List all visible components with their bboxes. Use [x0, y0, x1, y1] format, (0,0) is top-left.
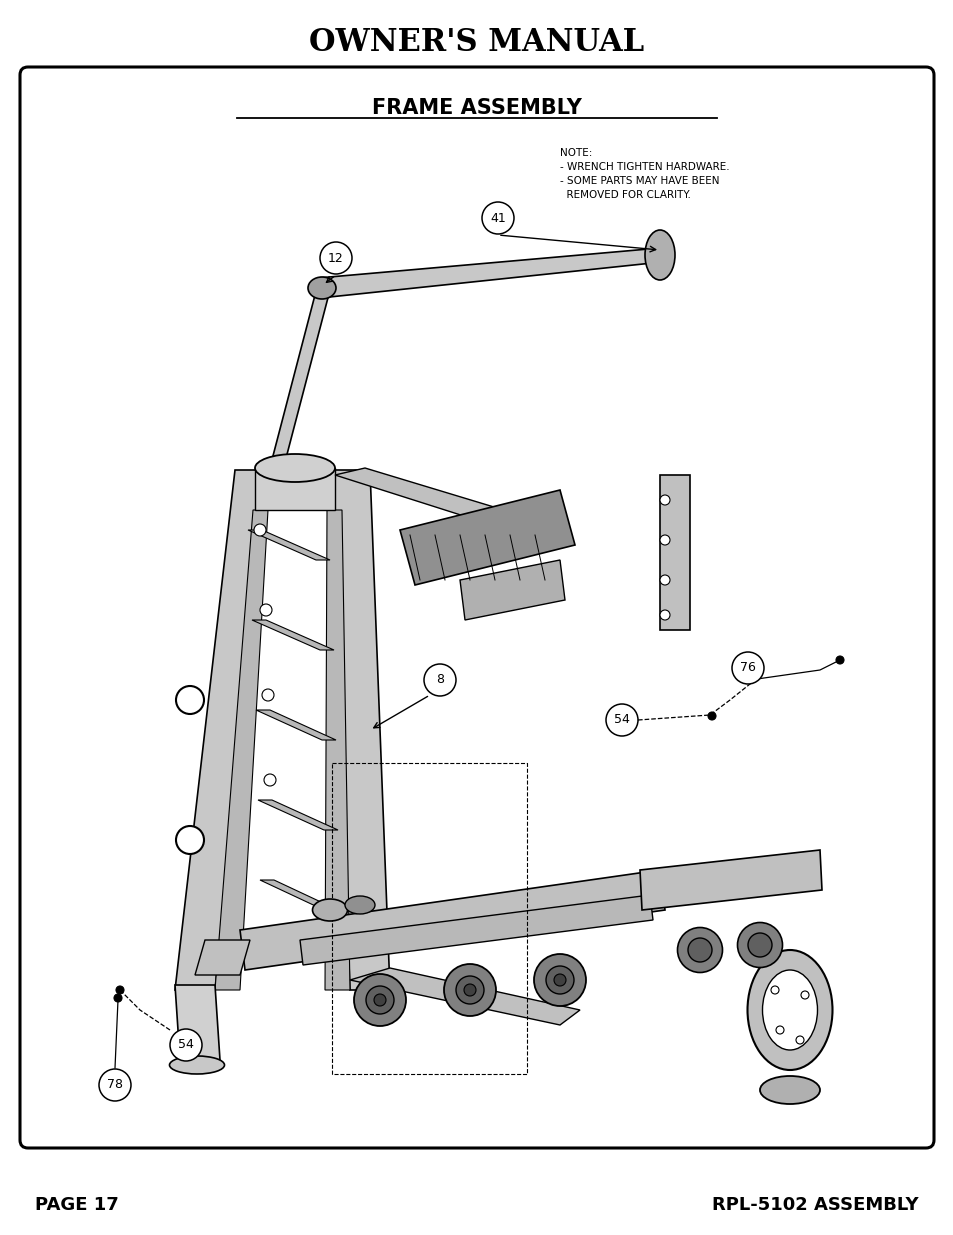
Polygon shape [257, 800, 337, 830]
Circle shape [260, 604, 272, 616]
Polygon shape [639, 850, 821, 910]
Polygon shape [317, 248, 661, 298]
Polygon shape [255, 710, 335, 740]
Text: RPL-5102 ASSEMBLY: RPL-5102 ASSEMBLY [712, 1195, 918, 1214]
Polygon shape [194, 940, 250, 974]
Ellipse shape [354, 974, 406, 1026]
Polygon shape [174, 986, 220, 1060]
Ellipse shape [345, 897, 375, 914]
Polygon shape [248, 530, 330, 559]
Ellipse shape [254, 454, 335, 482]
Circle shape [99, 1070, 131, 1100]
Ellipse shape [443, 965, 496, 1016]
Polygon shape [325, 510, 350, 990]
Text: PAGE 17: PAGE 17 [35, 1195, 118, 1214]
Ellipse shape [374, 994, 386, 1007]
Text: 12: 12 [328, 252, 343, 264]
FancyBboxPatch shape [20, 67, 933, 1149]
Ellipse shape [554, 974, 565, 986]
Polygon shape [330, 471, 390, 990]
Ellipse shape [313, 899, 347, 921]
Text: - WRENCH TIGHTEN HARDWARE.: - WRENCH TIGHTEN HARDWARE. [559, 162, 729, 172]
Ellipse shape [760, 1076, 820, 1104]
Ellipse shape [308, 277, 335, 299]
Text: - SOME PARTS MAY HAVE BEEN: - SOME PARTS MAY HAVE BEEN [559, 177, 719, 186]
Polygon shape [335, 468, 569, 545]
Text: 8: 8 [436, 673, 443, 687]
Ellipse shape [644, 230, 675, 280]
Polygon shape [350, 968, 579, 1025]
Text: FRAME ASSEMBLY: FRAME ASSEMBLY [372, 98, 581, 119]
Ellipse shape [545, 966, 574, 994]
Circle shape [264, 774, 275, 785]
Text: OWNER'S MANUAL: OWNER'S MANUAL [309, 26, 644, 58]
Circle shape [731, 652, 763, 684]
Ellipse shape [677, 927, 721, 972]
Polygon shape [174, 471, 265, 990]
Polygon shape [240, 869, 664, 969]
Circle shape [605, 704, 638, 736]
Circle shape [659, 535, 669, 545]
Text: NOTE:: NOTE: [559, 148, 592, 158]
Polygon shape [299, 895, 652, 965]
Circle shape [775, 1026, 783, 1034]
Circle shape [116, 986, 124, 994]
Circle shape [770, 986, 779, 994]
Circle shape [175, 685, 204, 714]
Text: 54: 54 [614, 714, 629, 726]
Polygon shape [399, 490, 575, 585]
Ellipse shape [747, 932, 771, 957]
Ellipse shape [747, 950, 832, 1070]
Circle shape [659, 576, 669, 585]
Ellipse shape [366, 986, 394, 1014]
Circle shape [175, 826, 204, 853]
Text: 78: 78 [107, 1078, 123, 1092]
Polygon shape [214, 510, 268, 990]
Ellipse shape [737, 923, 781, 967]
Polygon shape [252, 620, 334, 650]
Text: 41: 41 [490, 211, 505, 225]
Text: 54: 54 [178, 1039, 193, 1051]
Ellipse shape [534, 953, 585, 1007]
Circle shape [707, 713, 716, 720]
Circle shape [170, 1029, 202, 1061]
Circle shape [319, 242, 352, 274]
Circle shape [795, 1036, 803, 1044]
Circle shape [481, 203, 514, 233]
Circle shape [262, 689, 274, 701]
Circle shape [253, 524, 266, 536]
Ellipse shape [463, 984, 476, 995]
Text: 76: 76 [740, 662, 755, 674]
Polygon shape [659, 475, 689, 630]
Ellipse shape [170, 1056, 224, 1074]
Circle shape [801, 990, 808, 999]
Circle shape [423, 664, 456, 697]
Circle shape [113, 994, 122, 1002]
Ellipse shape [687, 939, 711, 962]
Text: REMOVED FOR CLARITY.: REMOVED FOR CLARITY. [559, 190, 690, 200]
Polygon shape [268, 290, 330, 475]
Circle shape [659, 495, 669, 505]
Polygon shape [254, 468, 335, 510]
Circle shape [659, 610, 669, 620]
Polygon shape [459, 559, 564, 620]
Circle shape [835, 656, 843, 664]
Ellipse shape [761, 969, 817, 1050]
Ellipse shape [456, 976, 483, 1004]
Polygon shape [260, 881, 337, 910]
